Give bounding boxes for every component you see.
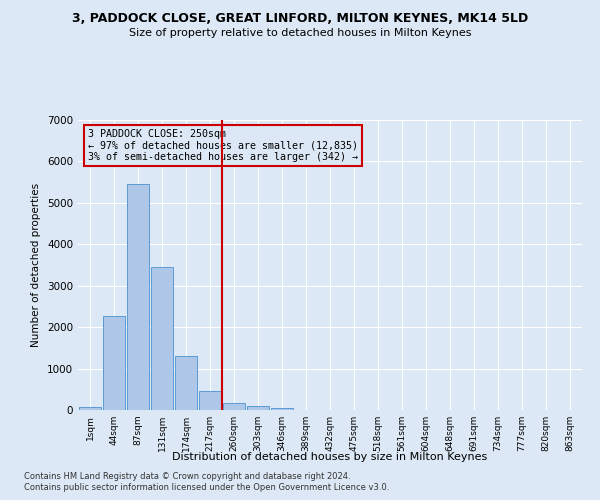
- Bar: [271, 408, 293, 410]
- Text: 3, PADDOCK CLOSE, GREAT LINFORD, MILTON KEYNES, MK14 5LD: 3, PADDOCK CLOSE, GREAT LINFORD, MILTON …: [72, 12, 528, 26]
- Text: Distribution of detached houses by size in Milton Keynes: Distribution of detached houses by size …: [172, 452, 488, 462]
- Bar: [151, 268, 173, 410]
- Bar: [247, 406, 269, 410]
- Bar: [127, 184, 149, 410]
- Text: Size of property relative to detached houses in Milton Keynes: Size of property relative to detached ho…: [129, 28, 471, 38]
- Bar: [223, 404, 245, 410]
- Bar: [79, 407, 101, 410]
- Bar: [175, 356, 197, 410]
- Text: Contains public sector information licensed under the Open Government Licence v3: Contains public sector information licen…: [24, 484, 389, 492]
- Text: Contains HM Land Registry data © Crown copyright and database right 2024.: Contains HM Land Registry data © Crown c…: [24, 472, 350, 481]
- Y-axis label: Number of detached properties: Number of detached properties: [31, 183, 41, 347]
- Bar: [199, 391, 221, 410]
- Text: 3 PADDOCK CLOSE: 250sqm
← 97% of detached houses are smaller (12,835)
3% of semi: 3 PADDOCK CLOSE: 250sqm ← 97% of detache…: [88, 128, 358, 162]
- Bar: [103, 316, 125, 410]
